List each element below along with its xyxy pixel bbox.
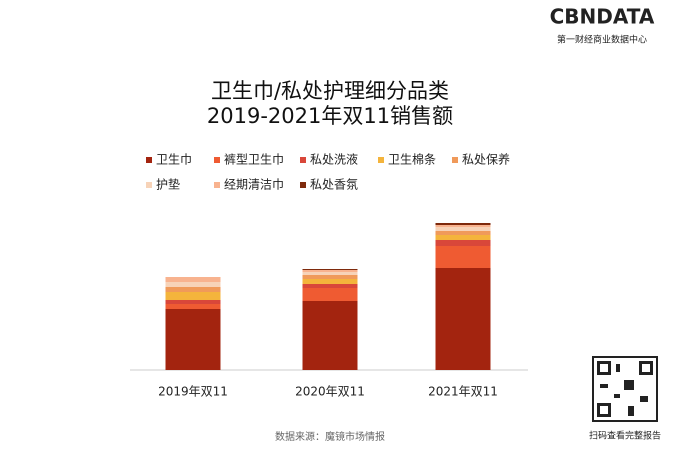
x-tick-label: 2020年双11 [295, 385, 365, 399]
source: 数据来源：魔镜市场情报 [275, 430, 385, 443]
legend-label: 经期清洁巾 [224, 178, 284, 192]
bar-segment [302, 269, 358, 270]
chart-subtitle: 2019-2021年双11销售额 [207, 104, 453, 128]
bar-segment [302, 284, 358, 288]
bar-segment [435, 240, 491, 246]
legend-label: 私处香氛 [310, 178, 358, 192]
x-tick-label: 2019年双11 [158, 385, 228, 399]
bar-segment [302, 270, 358, 272]
bar-segment [165, 292, 221, 300]
legend-label: 私处保养 [462, 152, 510, 167]
bar-segment [165, 304, 221, 309]
bar-segment [302, 288, 358, 301]
chart-title: 卫生巾/私处护理细分品类 [211, 79, 449, 103]
bar-segment [435, 231, 491, 235]
bar-segment [435, 246, 491, 268]
legend-swatch [300, 182, 306, 188]
bar-segment [435, 268, 491, 370]
legend-swatch [300, 157, 306, 163]
legend-swatch [378, 157, 384, 163]
bar-segment [435, 227, 491, 231]
bar-segment [435, 235, 491, 240]
x-tick-label: 2021年双11 [428, 385, 498, 399]
legend-swatch [146, 157, 152, 163]
legend-swatch [214, 182, 220, 188]
bar-segment [165, 287, 221, 292]
logo: CBNDATA [550, 5, 655, 29]
bar-segment [302, 272, 358, 275]
legend-label: 私处洗液 [310, 152, 358, 167]
bar-segment [435, 225, 491, 227]
logo-tagline: 第一财经商业数据中心 [557, 34, 647, 46]
qr-code [592, 356, 658, 422]
legend-label: 卫生棉条 [388, 153, 436, 167]
bar-segment [165, 282, 221, 287]
bar-segment [165, 277, 221, 282]
legend-label: 裤型卫生巾 [224, 153, 284, 167]
bar-segment [435, 223, 491, 225]
bar-segment [302, 275, 358, 279]
bar-segment [165, 309, 221, 370]
legend-swatch [146, 182, 152, 188]
legend-swatch [214, 157, 220, 163]
bar-segment [165, 300, 221, 304]
legend-label: 卫生巾 [156, 153, 192, 167]
legend-label: 护垫 [156, 177, 180, 192]
bar-segment [302, 279, 358, 284]
bar-segment [302, 301, 358, 370]
qr-caption: 扫码查看完整报告 [589, 430, 661, 442]
legend-swatch [452, 157, 458, 163]
